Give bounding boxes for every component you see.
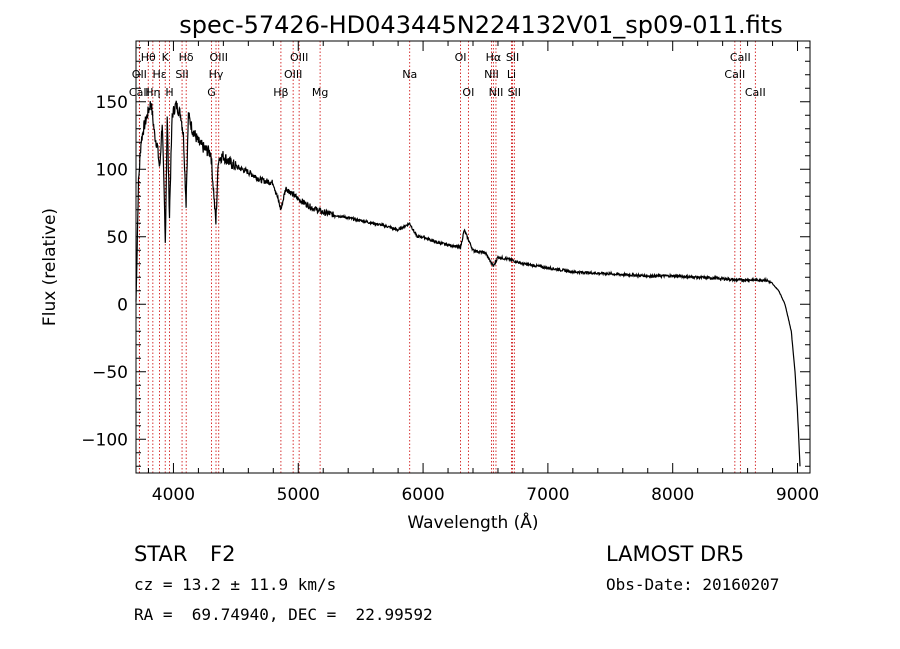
spectrum-series	[135, 100, 801, 467]
x-axis-ticks: 4000 5000 6000 7000 8000 9000	[147, 41, 819, 505]
x-tick-label: 7000	[526, 485, 569, 505]
survey-label: LAMOST DR5	[606, 542, 745, 566]
y-tick-label: 100	[96, 160, 128, 180]
object-subclass: F2	[210, 542, 236, 566]
spectral-line-label: Na	[402, 68, 417, 81]
spectral-line-label: CaII	[745, 86, 766, 99]
spectral-line-label: CaII	[129, 86, 150, 99]
spectral-line-label: SII	[175, 68, 188, 81]
spectral-line-label: G	[207, 86, 216, 99]
spectral-line-label: OIII	[284, 68, 302, 81]
spectral-line-label: Mg	[312, 86, 328, 99]
spectral-line-label: NII	[489, 86, 504, 99]
spectral-line-label: K	[162, 51, 170, 64]
spectral-line-label: Hγ	[209, 68, 224, 81]
spectral-line-label: SII	[506, 51, 519, 64]
spectral-line-label: Hδ	[179, 51, 194, 64]
spectral-line-label: H	[165, 86, 173, 99]
x-tick-label: 4000	[152, 485, 195, 505]
spectral-line-label: Hα	[486, 51, 502, 64]
y-axis-ticks: −100 −50 0 50 100 150	[81, 47, 810, 467]
y-tick-label: 150	[96, 93, 128, 113]
y-tick-label: −100	[81, 430, 128, 450]
spectral-line-label: OI	[455, 51, 467, 64]
spectral-line-label: CaII	[730, 51, 751, 64]
spectral-line-label: Hβ	[273, 86, 288, 99]
spectral-line-label: Hθ	[141, 51, 156, 64]
y-tick-label: 0	[117, 295, 128, 315]
spectral-line-label: CaII	[724, 68, 745, 81]
spectral-line-label: OIII	[210, 51, 228, 64]
observation-date: Obs-Date: 20160207	[606, 575, 780, 594]
spectral-line-label: Hε	[152, 68, 166, 81]
spectral-line-label: Li	[507, 68, 516, 81]
spectral-line-label: OI	[462, 86, 474, 99]
coordinates-readout: RA = 69.74940, DEC = 22.99592	[134, 605, 433, 624]
y-tick-label: −50	[92, 363, 128, 383]
plot-frame	[135, 40, 811, 474]
spectral-line-label: Hη	[145, 86, 160, 99]
x-tick-label: 5000	[277, 485, 320, 505]
spectral-line-label: NII	[484, 68, 499, 81]
x-tick-label: 9000	[776, 485, 819, 505]
spectral-line-label: OIII	[290, 51, 308, 64]
spectral-line-label: SII	[508, 86, 521, 99]
chart-title: spec-57426-HD043445N224132V01_sp09-011.f…	[179, 11, 782, 39]
y-tick-label: 50	[106, 228, 128, 248]
x-axis-label: Wavelength (Å)	[407, 511, 538, 533]
x-tick-label: 8000	[651, 485, 694, 505]
y-axis-label: Flux (relative)	[40, 208, 60, 326]
redshift-readout: cz = 13.2 ± 11.9 km/s	[134, 575, 337, 594]
object-class: STAR	[134, 542, 188, 566]
spectral-line-markers	[138, 41, 756, 473]
x-tick-label: 6000	[401, 485, 444, 505]
